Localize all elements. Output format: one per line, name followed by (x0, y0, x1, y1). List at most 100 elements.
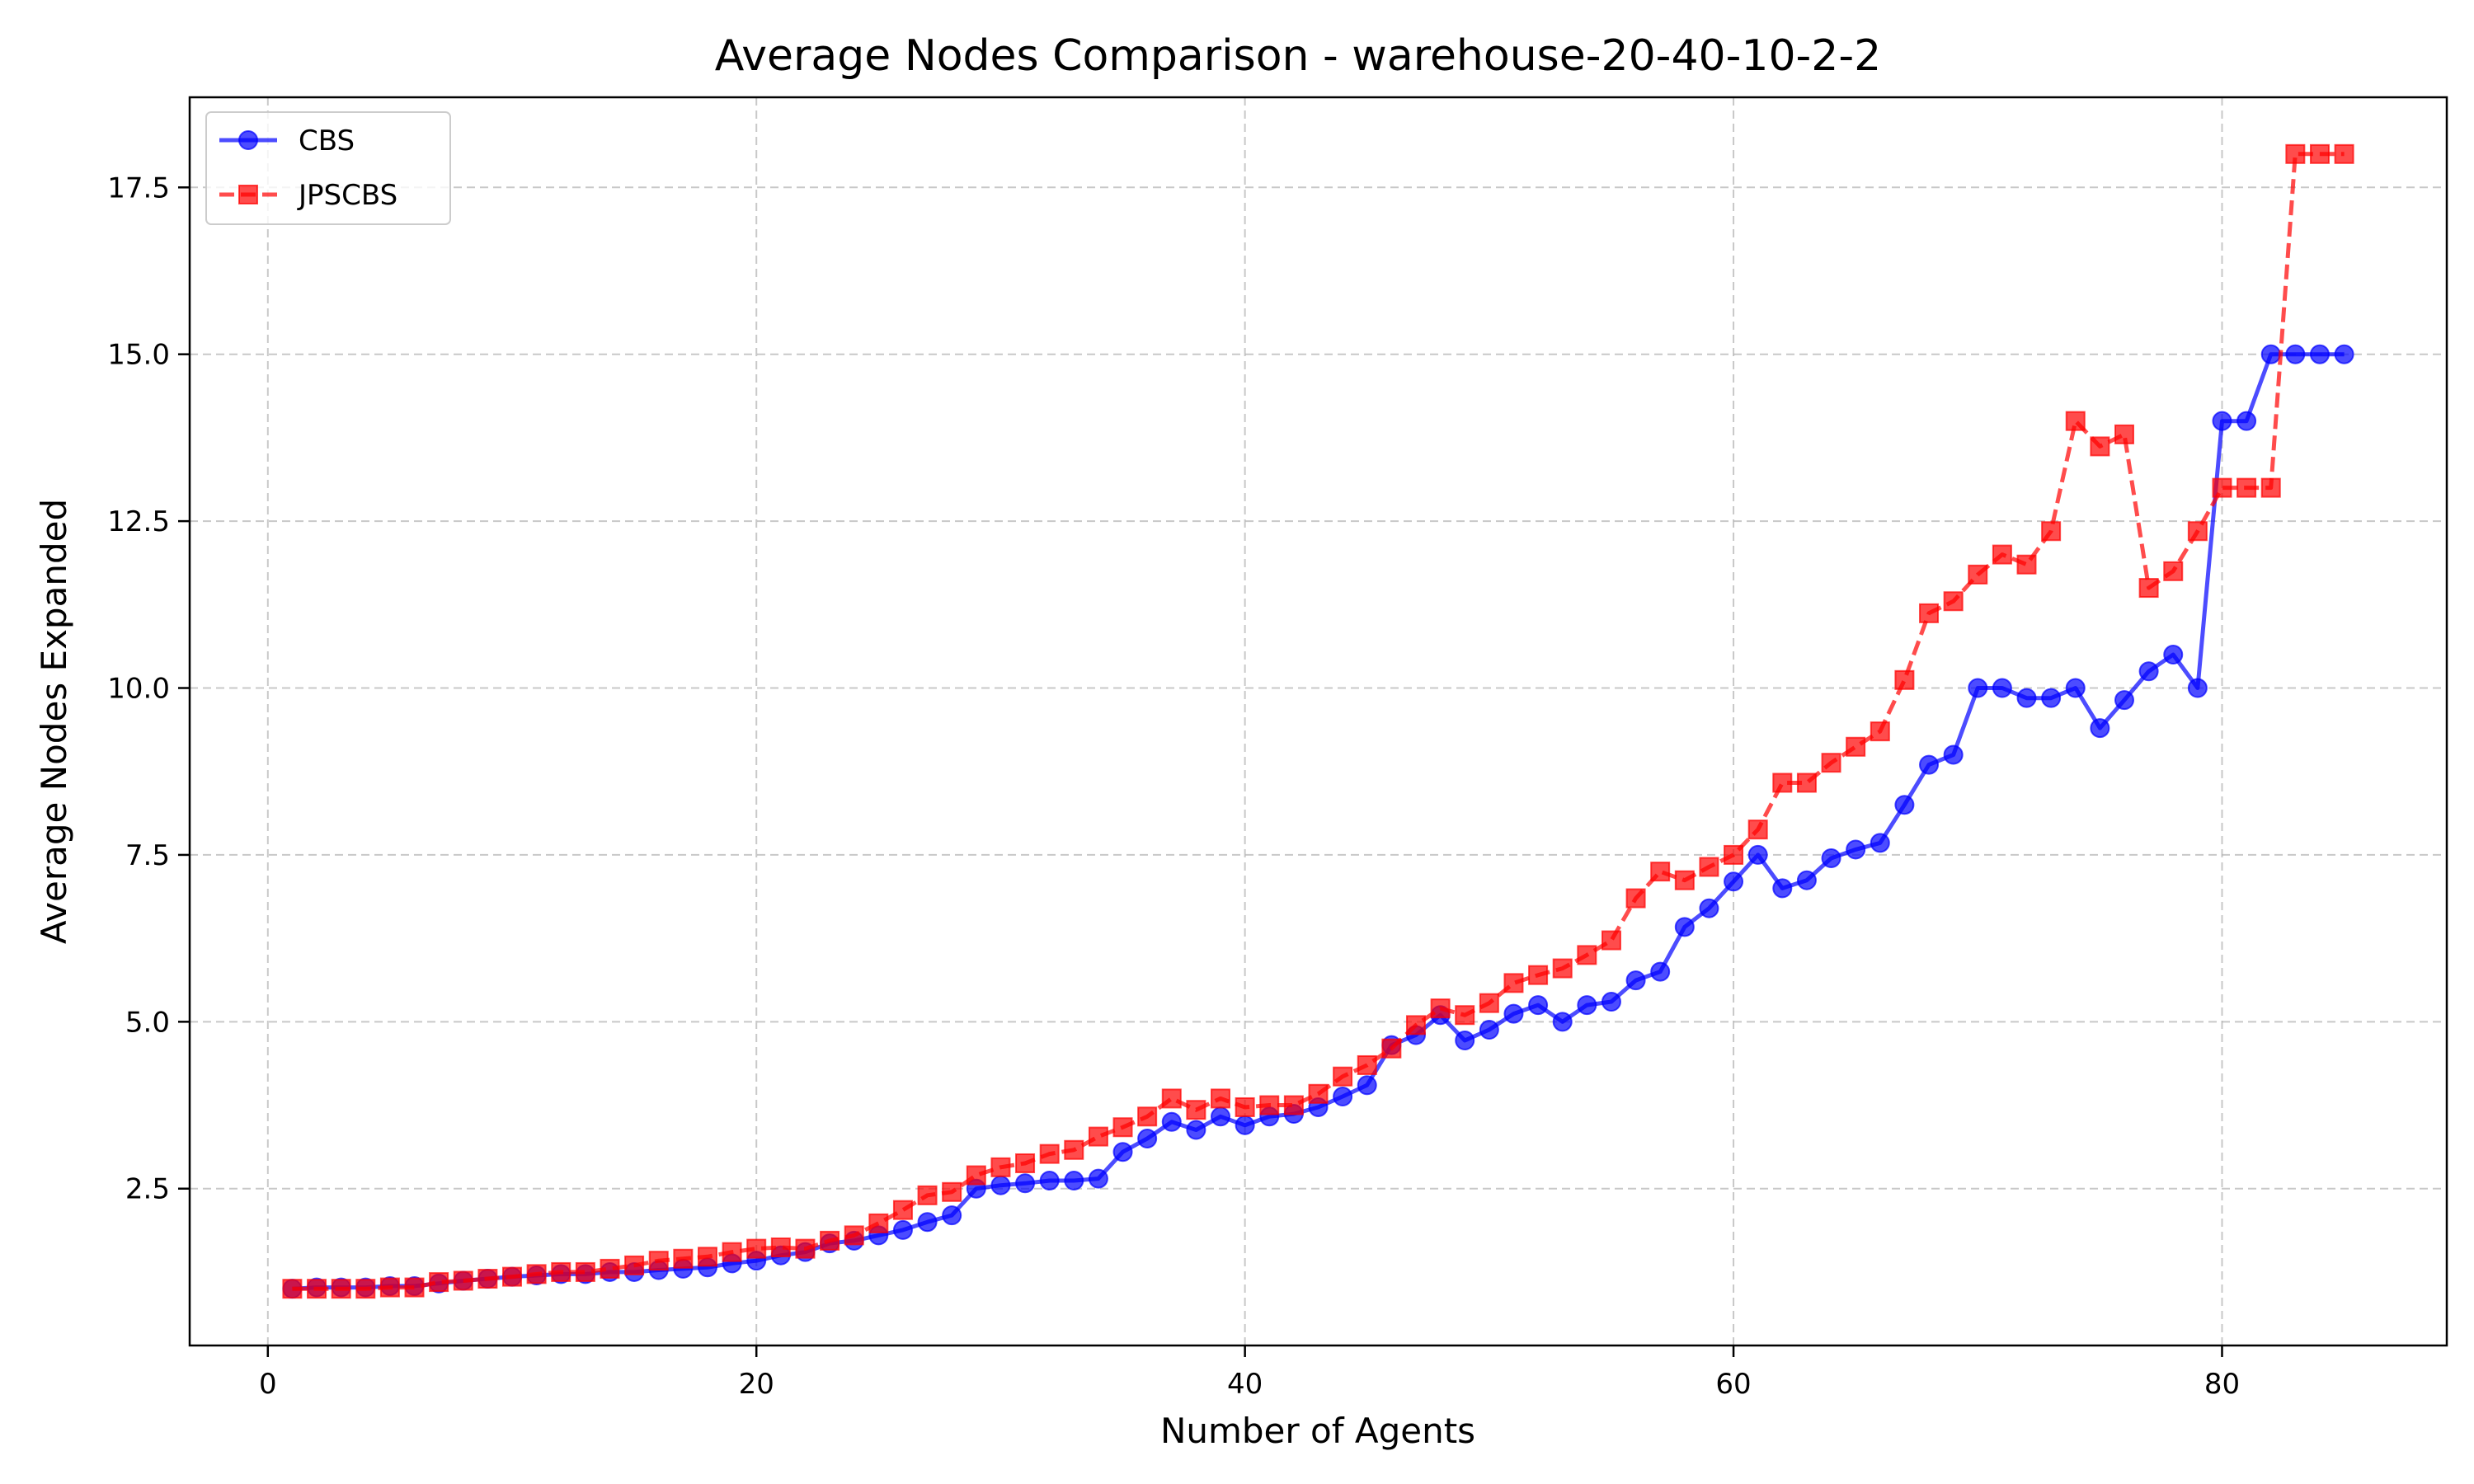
cbs-data-point (1699, 898, 1719, 918)
x-tick-label: 40 (1227, 1368, 1263, 1401)
cbs-data-point (1870, 833, 1890, 853)
jpscbs-data-point (1430, 998, 1451, 1019)
cbs-data-point (1015, 1173, 1036, 1194)
jpscbs-data-point (2090, 436, 2110, 457)
cbs-data-point (1235, 1115, 1255, 1135)
cbs-data-point (1650, 961, 1671, 982)
cbs-data-point (1528, 995, 1549, 1016)
cbs-data-point (2236, 411, 2257, 431)
cbs-data-point (1211, 1106, 1231, 1127)
cbs-data-point (2285, 344, 2306, 364)
jpscbs-data-point (966, 1165, 986, 1186)
cbs-data-point (1846, 839, 1866, 860)
cbs-data-point (1724, 871, 1744, 892)
cbs-data-point (892, 1219, 913, 1240)
jpscbs-data-point (1479, 993, 1499, 1013)
cbs-data-point (1333, 1087, 1353, 1107)
jpscbs-data-point (1381, 1038, 1402, 1059)
jpscbs-data-point (2236, 477, 2257, 498)
jpscbs-data-point (1846, 736, 1866, 757)
jpscbs-data-point (1528, 965, 1549, 985)
legend: CBS JPSCBS (205, 111, 451, 225)
jpscbs-data-point (1503, 973, 1524, 993)
jpscbs-data-point (820, 1230, 840, 1251)
cbs-data-point (1625, 970, 1646, 991)
jpscbs-data-point (453, 1270, 473, 1291)
jpscbs-data-point (1405, 1015, 1426, 1036)
cbs-data-point (1968, 678, 1988, 698)
jpscbs-data-point (2163, 561, 2184, 581)
jpscbs-data-point (844, 1225, 864, 1246)
jpscbs-data-point (1772, 773, 1793, 793)
y-tick-label: 10.0 (107, 673, 170, 706)
cbs-data-point (2212, 411, 2232, 431)
jpscbs-data-point (673, 1248, 694, 1269)
jpscbs-data-point (2041, 521, 2062, 542)
jpscbs-data-point (1919, 603, 1940, 623)
cbs-data-point (1992, 678, 2012, 698)
jpscbs-data-point (1968, 564, 1988, 585)
jpscbs-data-point (404, 1277, 425, 1298)
jpscbs-data-point (600, 1258, 620, 1279)
x-tick-label: 0 (259, 1368, 277, 1401)
jpscbs-legend-marker (238, 185, 258, 204)
jpscbs-data-point (892, 1200, 913, 1220)
cbs-data-point (1796, 870, 1817, 890)
jpscbs-data-point (1161, 1088, 1182, 1109)
cbs-data-point (2260, 344, 2281, 364)
cbs-data-point (1088, 1168, 1108, 1189)
jpscbs-data-point (1870, 721, 1890, 742)
cbs-data-point (1894, 795, 1915, 815)
cbs-data-point (1601, 992, 1621, 1012)
jpscbs-data-point (1625, 888, 1646, 909)
jpscbs-data-point (331, 1279, 351, 1299)
x-tick-label: 60 (1715, 1368, 1751, 1401)
jpscbs-legend-label: JPSCBS (297, 179, 397, 212)
jpscbs-data-point (1283, 1095, 1304, 1115)
cbs-data-point (1674, 917, 1695, 937)
jpscbs-data-point (1015, 1153, 1036, 1173)
plot-series (282, 143, 2354, 1299)
cbs-data-point (2138, 661, 2159, 682)
cbs-data-point (2114, 690, 2134, 711)
jpscbs-data-point (868, 1213, 889, 1233)
jpscbs-data-point (575, 1261, 595, 1282)
cbs-data-point (2187, 678, 2208, 698)
jpscbs-data-point (1455, 1005, 1475, 1026)
jpscbs-data-point (1601, 930, 1621, 951)
jpscbs-data-point (2065, 411, 2086, 431)
jpscbs-data-point (942, 1181, 962, 1202)
jpscbs-data-point (2285, 143, 2306, 164)
jpscbs-data-point (1039, 1144, 1060, 1164)
cbs-data-point (2163, 645, 2184, 665)
cbs-data-point (1186, 1120, 1206, 1140)
jpscbs-data-point (624, 1255, 645, 1275)
plot-area-frame (188, 96, 2448, 1347)
jpscbs-data-point (2138, 578, 2159, 599)
jpscbs-data-point (1308, 1083, 1329, 1104)
y-tick-label: 12.5 (107, 505, 170, 538)
cbs-data-point (1943, 744, 1964, 765)
jpscbs-data-point (1699, 857, 1719, 877)
jpscbs-data-point (917, 1185, 938, 1205)
jpscbs-data-point (648, 1251, 669, 1271)
jpscbs-data-point (1552, 958, 1573, 979)
jpscbs-data-point (1943, 591, 1964, 612)
cbs-data-point (1503, 1003, 1524, 1024)
jpscbs-data-point (2309, 143, 2330, 164)
jpscbs-data-point (770, 1237, 791, 1257)
cbs-data-point (1919, 754, 1940, 775)
cbs-data-point (2041, 688, 2062, 708)
jpscbs-data-point (379, 1277, 400, 1298)
cbs-data-point (1039, 1171, 1060, 1191)
jpscbs-data-point (697, 1247, 717, 1267)
cbs-data-point (1747, 844, 1768, 865)
cbs-data-point (1357, 1075, 1377, 1096)
jpscbs-data-point (990, 1157, 1011, 1177)
jpscbs-data-point (1821, 753, 1841, 773)
jpscbs-data-point (1674, 870, 1695, 890)
cbs-data-point (1577, 995, 1597, 1016)
cbs-legend-label: CBS (299, 124, 355, 157)
